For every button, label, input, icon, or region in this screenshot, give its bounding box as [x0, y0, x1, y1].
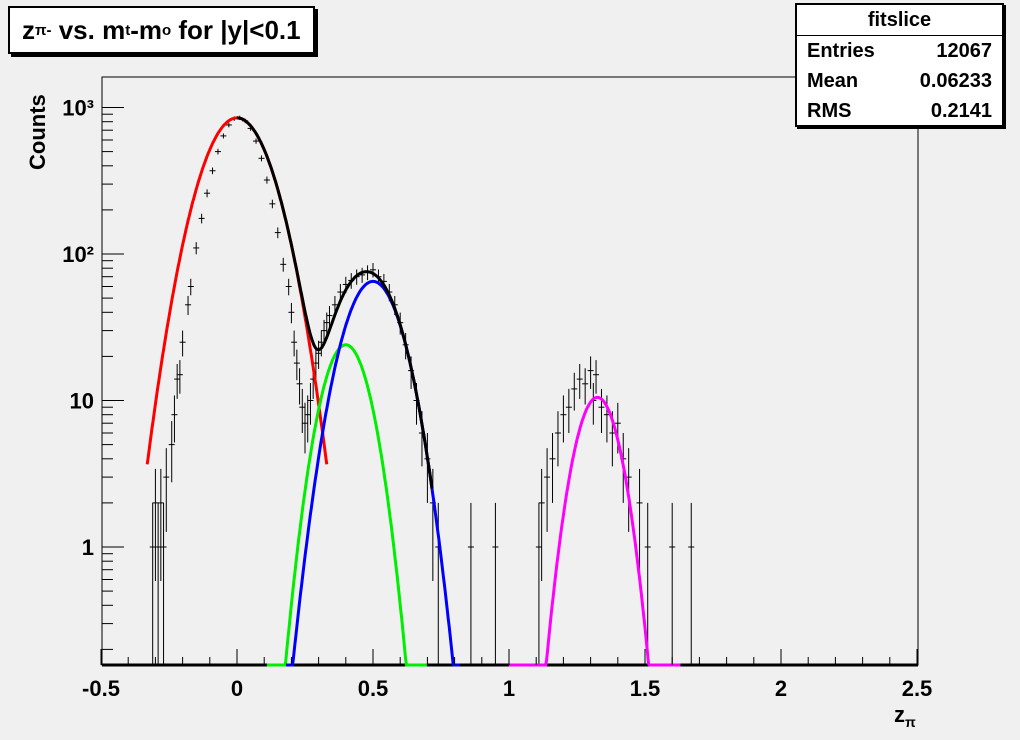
stats-box: fitslice Entries 12067 Mean 0.06233 RMS 0.2…	[795, 3, 1004, 127]
data-point	[323, 312, 330, 335]
data-point	[285, 278, 292, 296]
data-point	[593, 360, 600, 394]
axis-layer: -0.5 0 0.5 1 1.5 2 2.5 1 10 10² 10³	[62, 96, 932, 702]
plot-frame	[101, 76, 919, 666]
data-point	[193, 242, 200, 255]
data-point	[288, 302, 295, 324]
fit-curve-2	[266, 343, 427, 667]
data-point	[185, 295, 192, 316]
data-point	[152, 468, 159, 582]
data-point	[304, 395, 311, 443]
x-tick-label: 0.5	[358, 676, 389, 701]
data-point	[576, 364, 583, 399]
title-vs: vs. m	[51, 14, 126, 45]
data-point	[155, 502, 162, 665]
data-point	[269, 199, 276, 209]
data-point	[544, 448, 551, 532]
y-tick-label: 10²	[62, 242, 94, 267]
data-point	[467, 502, 474, 665]
data-point	[560, 395, 567, 443]
data-point	[168, 421, 175, 483]
data-point	[258, 155, 265, 162]
data-point	[293, 349, 300, 381]
data-point	[565, 388, 572, 434]
data-point	[321, 319, 328, 344]
fit-curve-4	[509, 395, 681, 667]
data-point	[549, 433, 556, 503]
data-point	[296, 368, 303, 405]
x-tick-label: 2.5	[902, 676, 933, 701]
data-point	[214, 148, 221, 155]
stats-row-mean: Mean 0.06233	[807, 70, 992, 92]
data-point	[582, 368, 589, 405]
data-point	[274, 227, 281, 239]
data-point	[157, 468, 164, 582]
stats-row-rms: RMS 0.2141	[807, 100, 992, 122]
title-z-sub: π-	[35, 21, 52, 39]
x-axis-label: zπ	[894, 702, 916, 730]
data-point	[669, 502, 676, 665]
data-point	[176, 360, 183, 394]
x-tick-label: 2	[775, 676, 787, 701]
data-point	[253, 138, 260, 144]
data-point	[179, 330, 186, 357]
y-axis-label: Counts	[25, 94, 50, 170]
fit-curve-total	[236, 116, 434, 489]
title-minus: -m	[130, 14, 162, 45]
data-point	[149, 502, 156, 665]
data-point	[644, 502, 651, 665]
data-point	[171, 395, 178, 443]
data-point	[598, 388, 605, 434]
y-tick-label: 1	[82, 535, 94, 560]
data-point	[326, 305, 333, 327]
data-point	[571, 372, 578, 411]
title-t-sub: t	[125, 21, 131, 39]
data-point	[280, 257, 287, 272]
data-point	[263, 176, 270, 184]
data-point	[174, 364, 181, 399]
data-point	[587, 356, 594, 389]
data-point	[538, 468, 545, 582]
data-point	[307, 383, 314, 425]
data-point	[204, 189, 211, 198]
data-point	[315, 340, 322, 369]
data-point	[636, 468, 643, 582]
data-point	[209, 167, 216, 175]
data-point	[302, 402, 308, 454]
data-point	[554, 411, 561, 467]
data-point	[492, 502, 499, 665]
data-point	[535, 502, 542, 665]
title-o-sub: o	[161, 21, 172, 39]
data-point	[160, 502, 167, 665]
x-tick-label: 0	[231, 676, 243, 701]
data-point	[220, 133, 227, 139]
data-layer	[102, 115, 918, 667]
data-point	[688, 502, 695, 665]
data-point	[198, 213, 205, 224]
data-point	[187, 278, 194, 296]
x-tick-label: -0.5	[82, 676, 120, 701]
y-tick-label: 10³	[62, 96, 94, 121]
data-point	[163, 448, 170, 532]
stats-row-entries: Entries 12067	[807, 40, 992, 62]
data-point	[225, 122, 232, 128]
data-point	[291, 330, 298, 357]
title-rest: for |y|<0.1	[171, 14, 301, 45]
x-tick-label: 1	[503, 676, 515, 701]
title-z: z	[22, 14, 35, 45]
y-tick-label: 10	[70, 389, 94, 414]
stats-name: fitslice	[797, 5, 1002, 36]
x-tick-label: 1.5	[630, 676, 661, 701]
data-point	[299, 388, 306, 434]
